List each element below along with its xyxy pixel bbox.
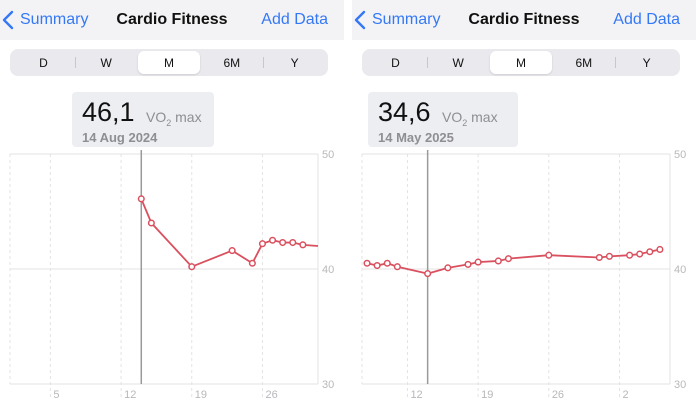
data-point: [279, 239, 287, 247]
data-point: [444, 264, 452, 272]
page-title: Cardio Fitness: [468, 11, 580, 28]
segment-week[interactable]: W: [426, 51, 490, 74]
vo2-max-line-chart[interactable]: 50 40 30 5 12 19 26: [0, 150, 344, 412]
cardio-panel-left: Summary Cardio Fitness Add Data D W M 6M…: [0, 0, 344, 412]
segment-week[interactable]: W: [74, 51, 138, 74]
x-tick-label: 19: [481, 389, 493, 401]
readout-date: 14 Aug 2024: [82, 130, 158, 145]
x-tick-label: 19: [195, 389, 207, 401]
data-point: [605, 252, 613, 260]
data-point: [383, 259, 391, 267]
vo2-max-line-chart[interactable]: 50 40 30 12 19 26 2: [352, 150, 696, 412]
segment-day[interactable]: D: [391, 55, 400, 70]
y-tick-label: 40: [322, 264, 334, 276]
data-point: [248, 259, 256, 267]
back-button[interactable]: Summary: [2, 7, 88, 33]
data-point: [137, 195, 145, 203]
data-point: [494, 257, 502, 265]
range-segmented-control: D W M 6M Y: [10, 49, 328, 76]
vo2-series-line: [140, 198, 319, 268]
back-label: Summary: [372, 11, 441, 28]
data-point: [393, 263, 401, 271]
x-tick-label: 2: [623, 389, 629, 401]
data-point: [373, 262, 381, 270]
selected-value-readout: 46,1 VO2 max 14 Aug 2024: [72, 92, 214, 147]
data-point: [424, 270, 432, 278]
data-point: [258, 240, 267, 248]
x-tick-label: 12: [410, 389, 422, 401]
data-point: [188, 263, 196, 271]
x-tick-label: 5: [53, 389, 59, 401]
navigation-bar: Summary Cardio Fitness Add Data: [352, 0, 696, 40]
data-point: [474, 258, 482, 266]
segment-six-months[interactable]: 6M: [575, 55, 593, 70]
readout-unit: VO2 max: [442, 109, 498, 128]
data-point: [228, 247, 236, 255]
navigation-bar: Summary Cardio Fitness Add Data: [0, 0, 344, 40]
segment-month[interactable]: M: [137, 51, 201, 74]
data-point: [656, 245, 664, 253]
data-point: [299, 241, 307, 249]
page-title: Cardio Fitness: [116, 11, 228, 28]
data-point: [636, 250, 644, 258]
segment-year[interactable]: Y: [263, 51, 326, 74]
chevron-left-icon: [2, 10, 14, 30]
data-point: [147, 219, 155, 227]
readout-date: 14 May 2025: [378, 130, 454, 145]
y-tick-label: 30: [674, 379, 686, 391]
data-point: [289, 239, 297, 247]
data-point: [646, 248, 654, 256]
segment-year[interactable]: Y: [615, 51, 678, 74]
data-point: [464, 260, 472, 268]
data-point: [504, 255, 512, 263]
data-point: [626, 251, 634, 259]
readout-value: 46,1: [82, 97, 135, 127]
segment-six-months[interactable]: 6M: [223, 55, 241, 70]
cardio-panel-right: Summary Cardio Fitness Add Data D W M 6M…: [352, 0, 696, 412]
y-tick-label: 40: [674, 264, 686, 276]
add-data-button[interactable]: Add Data: [261, 11, 328, 28]
back-button[interactable]: Summary: [354, 7, 440, 33]
segment-day[interactable]: D: [39, 55, 48, 70]
readout-value: 34,6: [378, 97, 431, 127]
chevron-left-icon: [354, 10, 366, 30]
readout-unit: VO2 max: [146, 109, 202, 128]
range-segmented-control: D W M 6M Y: [362, 49, 680, 76]
x-tick-label: 12: [124, 389, 136, 401]
data-point: [545, 251, 553, 259]
data-point: [269, 236, 277, 244]
add-data-button[interactable]: Add Data: [613, 11, 680, 28]
x-tick-label: 26: [265, 389, 277, 401]
y-tick-label: 50: [674, 150, 686, 161]
data-point: [363, 259, 371, 267]
y-tick-label: 30: [322, 379, 334, 391]
back-label: Summary: [20, 11, 89, 28]
y-tick-label: 50: [322, 150, 334, 161]
x-tick-label: 26: [552, 389, 564, 401]
selected-value-readout: 34,6 VO2 max 14 May 2025: [368, 92, 518, 147]
vo2-series-line: [366, 248, 661, 275]
data-point: [595, 253, 603, 262]
segment-month[interactable]: M: [489, 51, 553, 74]
